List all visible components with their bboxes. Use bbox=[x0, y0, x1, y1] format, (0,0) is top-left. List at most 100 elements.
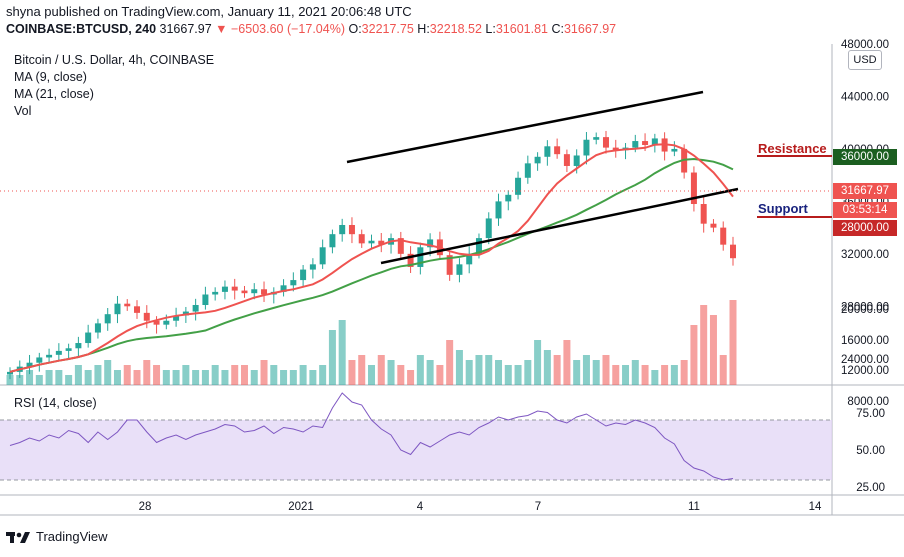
volume-bar bbox=[485, 355, 493, 385]
low-label: L: bbox=[485, 22, 496, 36]
volume-bar bbox=[84, 370, 92, 385]
volume-bar bbox=[553, 355, 561, 385]
candle-body bbox=[143, 312, 150, 321]
rsi-axis-label[interactable]: 25.00 bbox=[856, 482, 885, 494]
down-arrow-icon: ▼ bbox=[215, 22, 228, 36]
price-axis-label[interactable]: 20000.00 bbox=[841, 304, 889, 316]
candle-body bbox=[495, 201, 502, 219]
candle-body bbox=[632, 141, 639, 148]
candle-body bbox=[524, 163, 531, 178]
volume-bar bbox=[309, 370, 317, 385]
candle-body bbox=[290, 280, 297, 286]
volume-bar bbox=[74, 365, 82, 385]
candle-body bbox=[280, 285, 287, 292]
candle-body bbox=[475, 238, 482, 254]
currency-button[interactable]: USD bbox=[848, 50, 882, 70]
tradingview-footer[interactable]: TradingView bbox=[6, 529, 108, 544]
legend-rsi[interactable]: RSI (14, close) bbox=[14, 396, 97, 410]
candle-body bbox=[163, 320, 170, 325]
price-axis-label[interactable]: 44000.00 bbox=[841, 91, 889, 103]
last-price: 31667.97 bbox=[159, 22, 212, 36]
volume-bar bbox=[661, 365, 669, 385]
candle-body bbox=[104, 314, 111, 324]
candle-body bbox=[397, 238, 404, 254]
candle-body bbox=[534, 156, 541, 164]
volume-bar bbox=[289, 370, 297, 385]
volume-bar bbox=[328, 330, 336, 385]
candle-body bbox=[241, 290, 248, 294]
candle-body bbox=[231, 286, 238, 291]
legend-volume[interactable]: Vol bbox=[14, 104, 32, 118]
volume-bar bbox=[426, 360, 434, 385]
time-axis-label[interactable]: 28 bbox=[139, 501, 152, 513]
ma21-line bbox=[9, 157, 734, 373]
volume-bar bbox=[387, 360, 395, 385]
volume-bar bbox=[543, 350, 551, 385]
candle-body bbox=[730, 244, 736, 259]
volume-bar bbox=[16, 375, 24, 385]
volume-bar bbox=[182, 365, 190, 385]
volume-bar bbox=[338, 320, 346, 385]
candle-body bbox=[202, 294, 209, 305]
candle-body bbox=[309, 264, 316, 270]
legend-ma9[interactable]: MA (9, close) bbox=[14, 70, 87, 84]
time-axis-label[interactable]: 4 bbox=[417, 501, 424, 513]
volume-bar bbox=[368, 365, 375, 385]
volume-bar bbox=[35, 375, 43, 385]
resistance-price-tag: 36000.00 bbox=[833, 149, 897, 165]
volume-bar bbox=[504, 365, 512, 385]
volume-bar bbox=[280, 370, 288, 385]
symbol-label: COINBASE:BTCUSD, 240 bbox=[6, 22, 157, 36]
volume-bar bbox=[45, 370, 53, 385]
time-axis-label[interactable]: 7 bbox=[535, 501, 541, 513]
candle-body bbox=[710, 223, 717, 228]
volume-bar bbox=[377, 355, 385, 385]
time-axis-label[interactable]: 14 bbox=[809, 501, 822, 513]
time-axis-label[interactable]: 11 bbox=[688, 501, 700, 513]
price-axis-label[interactable]: 32000.00 bbox=[841, 249, 889, 261]
volume-bar bbox=[319, 365, 327, 385]
volume-bar bbox=[641, 365, 649, 385]
price-axis-label[interactable]: 12000.00 bbox=[841, 365, 889, 377]
volume-bar bbox=[65, 375, 73, 385]
price-axis-label[interactable]: 24000.00 bbox=[841, 354, 889, 366]
resistance-label: Resistance bbox=[758, 141, 827, 156]
candle-body bbox=[642, 141, 649, 145]
rsi-axis-label[interactable]: 75.00 bbox=[856, 408, 885, 420]
price-axis-label[interactable]: 28000.00 bbox=[841, 301, 889, 313]
candle-body bbox=[192, 304, 199, 312]
volume-bar bbox=[475, 355, 483, 385]
candle-body bbox=[700, 204, 707, 224]
close-value: 31667.97 bbox=[563, 22, 617, 36]
volume-bar bbox=[455, 350, 463, 385]
time-axis-label[interactable]: 2021 bbox=[288, 501, 314, 513]
volume-bar bbox=[651, 370, 659, 385]
price-axis-label[interactable]: 48000.00 bbox=[841, 39, 889, 51]
legend-ma21[interactable]: MA (21, close) bbox=[14, 87, 94, 101]
volume-bar bbox=[631, 360, 639, 385]
price-axis-label[interactable]: 16000.00 bbox=[841, 335, 889, 347]
volume-bar bbox=[231, 365, 239, 385]
volume-bar bbox=[582, 355, 590, 385]
channel-lower-line[interactable] bbox=[380, 187, 739, 265]
candle-body bbox=[720, 227, 727, 245]
candle-body bbox=[339, 224, 346, 235]
price-axis-label[interactable]: 8000.00 bbox=[847, 396, 889, 408]
volume-bar bbox=[416, 355, 424, 385]
volume-bar bbox=[104, 360, 112, 385]
rsi-axis-label[interactable]: 50.00 bbox=[856, 445, 885, 457]
volume-bar bbox=[26, 370, 34, 385]
channel-upper-line[interactable] bbox=[346, 90, 704, 164]
volume-bar bbox=[162, 370, 170, 385]
candle-body bbox=[114, 303, 121, 315]
legend-title[interactable]: Bitcoin / U.S. Dollar, 4h, COINBASE bbox=[14, 53, 215, 67]
candle-body bbox=[173, 315, 180, 321]
support-price-tag: 28000.00 bbox=[833, 220, 897, 236]
candle-body bbox=[94, 323, 101, 333]
high-value: 32218.52 bbox=[429, 22, 482, 36]
candle-body bbox=[221, 286, 228, 292]
volume-bar bbox=[260, 360, 268, 385]
candle-body bbox=[690, 172, 697, 205]
candle-body bbox=[456, 264, 463, 275]
